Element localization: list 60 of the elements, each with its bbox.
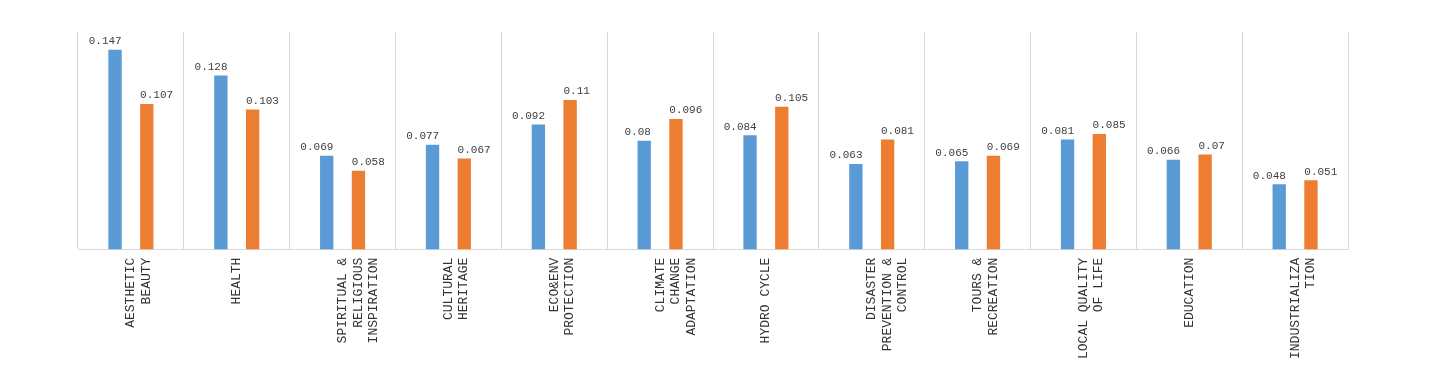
data-label: 0.081 — [1041, 124, 1075, 137]
bar — [425, 144, 440, 250]
data-label: 0.105 — [775, 92, 809, 105]
data-label: 0.103 — [245, 94, 279, 107]
data-label: 0.07 — [1198, 139, 1225, 152]
bar — [1092, 133, 1106, 250]
bar — [1060, 139, 1075, 250]
data-label: 0.092 — [512, 109, 546, 122]
data-label: 0.067 — [457, 143, 491, 156]
bar — [563, 100, 577, 250]
bar — [1272, 184, 1286, 250]
bar — [245, 109, 260, 250]
data-label: 0.066 — [1147, 145, 1181, 158]
x-tick-label: HEALTH — [229, 257, 245, 305]
data-label: 0.077 — [406, 130, 440, 143]
x-tick-label: CLIMATE CHANGE ADAPTATION — [652, 257, 699, 336]
bar — [955, 161, 969, 250]
data-label: 0.069 — [986, 141, 1020, 154]
x-tick-label: INDUSTRIALIZA TION — [1287, 257, 1319, 360]
bar — [1166, 159, 1181, 250]
data-label: 0.065 — [935, 146, 969, 159]
data-label: 0.084 — [723, 120, 758, 133]
bar — [849, 163, 863, 250]
bar — [108, 49, 122, 250]
bar — [637, 140, 651, 250]
bar — [351, 170, 366, 250]
x-tick-label: ECO&ENV PROTECTION — [546, 257, 578, 336]
data-label: 0.051 — [1304, 165, 1338, 178]
data-label: 0.085 — [1092, 119, 1126, 132]
data-label: 0.147 — [88, 35, 122, 48]
bar — [140, 104, 154, 250]
x-tick-label: DISASTER PREVENTION & CONTROL — [864, 257, 911, 352]
bar — [743, 135, 757, 250]
x-tick-label: EDUCATION — [1181, 257, 1197, 328]
bar — [880, 139, 895, 250]
data-label: 0.081 — [880, 124, 915, 137]
x-tick-label: AESTHETIC BEAUTY — [123, 257, 154, 328]
bar — [1304, 180, 1318, 250]
data-label: 0.069 — [300, 141, 334, 154]
x-tick-label: CULTURAL HERITAGE — [440, 257, 472, 321]
data-label: 0.11 — [563, 85, 591, 98]
bar — [669, 119, 683, 250]
data-label: 0.128 — [194, 60, 228, 73]
data-label: 0.08 — [624, 126, 651, 139]
data-label: 0.096 — [669, 104, 703, 117]
x-tick-label: HYDRO CYCLE — [758, 257, 774, 344]
x-tick-label: SPIRITUAL & RELIGIOUS INSPIRATION — [335, 257, 382, 344]
data-label: 0.063 — [829, 149, 863, 162]
bar — [457, 158, 471, 250]
data-label: 0.048 — [1252, 169, 1286, 182]
bar — [775, 106, 789, 250]
bar — [531, 124, 546, 250]
bar — [1198, 154, 1212, 250]
bar — [986, 155, 1001, 250]
x-tick-label: TOURS & RECREATION — [970, 257, 1001, 336]
data-label: 0.058 — [351, 156, 385, 169]
data-label: 0.107 — [140, 89, 174, 102]
x-tick-label: LOCAL QUALITY OF LIFE — [1075, 257, 1107, 360]
bar — [320, 155, 334, 250]
bar — [214, 75, 228, 250]
